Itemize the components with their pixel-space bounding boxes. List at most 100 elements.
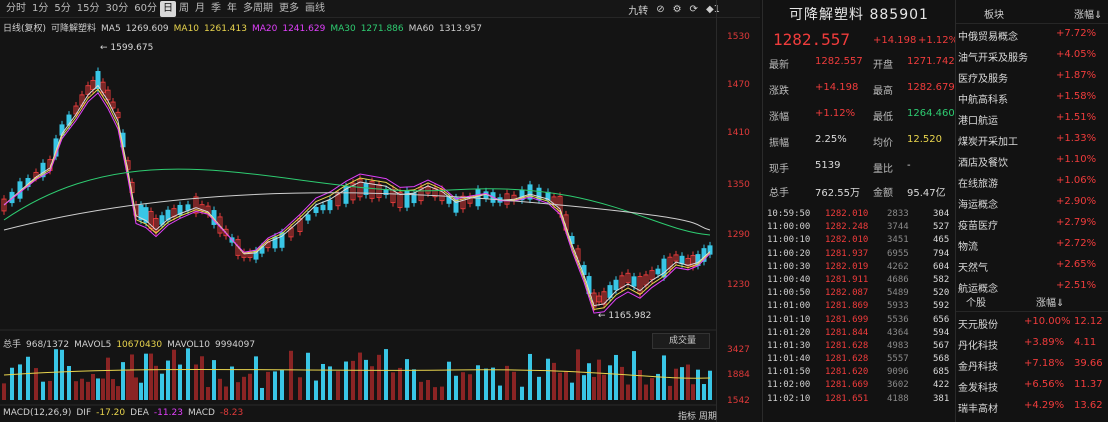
tick-time: 11:01:20 (767, 327, 811, 338)
chart-tool-icon[interactable]: ⊘ (656, 3, 665, 15)
candle (223, 228, 229, 237)
sector-row[interactable]: 物流 +2.72% (956, 234, 1108, 256)
sector-row[interactable]: 医疗及服务 +1.87% (956, 66, 1108, 88)
candle (625, 272, 631, 284)
kline-chart-area[interactable]: 分时 1分 5分 15分 30分 60分日周月季年多周期 更多 画线 九转 ⊘ ⚙ ⟳ ◆1 日线(复… (0, 0, 760, 422)
volume-bar (620, 366, 624, 400)
period-tab[interactable]: 1分 (32, 2, 49, 14)
candle (667, 256, 673, 270)
volume-bar (468, 374, 472, 400)
sector-row[interactable]: 港口航运 +1.51% (956, 108, 1108, 130)
period-tab[interactable]: 5分 (54, 2, 71, 14)
chart-tool-icon[interactable]: ◆1 (705, 3, 720, 15)
candle (305, 214, 311, 221)
sector-row[interactable]: 天然气 +2.65% (956, 255, 1108, 277)
sector-row[interactable]: 疫苗医疗 +2.79% (956, 213, 1108, 235)
sector-header-pct[interactable]: 涨幅⇓ (1074, 10, 1103, 21)
stock-row[interactable]: 金发科技 +6.56% 11.37 (956, 375, 1108, 397)
volume-bar (344, 361, 348, 400)
volume-bar (328, 366, 332, 400)
period-tab[interactable]: 月 (194, 2, 205, 14)
quote-value: 12.520 (907, 134, 942, 145)
sector-header-name: 板块 (984, 10, 1004, 21)
sector-row[interactable]: 在线旅游 +1.06% (956, 171, 1108, 193)
stock-header-pct[interactable]: 涨幅⇓ (1036, 298, 1065, 309)
volume-bar (2, 383, 6, 400)
candle (631, 276, 637, 287)
sector-row[interactable]: 中航高科系 +1.58% (956, 87, 1108, 109)
volume-bar (592, 376, 596, 400)
volume-bar (668, 385, 672, 400)
period-tab[interactable]: 日 (159, 0, 176, 17)
volume-bar (476, 365, 480, 400)
sector-row[interactable]: 中俄贸易概念 +7.72% (956, 24, 1108, 46)
candle (95, 71, 101, 89)
tick-volume: 5557 (887, 354, 909, 365)
period-tab[interactable]: 更多 (278, 2, 299, 14)
chart-tool-icon[interactable]: 九转 (628, 5, 649, 17)
stock-row[interactable]: 天元股份 +10.00% 12.12 (956, 312, 1108, 334)
tick-row: 11:01:50 1281.620 9096 685 (767, 367, 955, 380)
tick-price: 1281.937 (825, 248, 869, 259)
legend-item: MACD (187, 408, 215, 418)
stock-row[interactable]: 丹化科技 +3.89% 4.11 (956, 333, 1108, 355)
sector-row[interactable]: 海运概念 +2.90% (956, 192, 1108, 214)
quote-row: 总手 762.55万 金额 95.47亿 (769, 184, 955, 206)
ma30-line (3, 168, 711, 236)
volume-bar (461, 372, 465, 400)
tick-count: 381 (933, 393, 950, 404)
period-tab[interactable]: 周 (178, 2, 189, 14)
period-tab[interactable]: 年 (226, 2, 237, 14)
volume-indicator-select[interactable]: 成交量 (652, 333, 710, 349)
period-tab[interactable]: 分时 (6, 2, 26, 14)
volume-bar (111, 379, 115, 400)
stock-name: 天元股份 (958, 320, 998, 331)
price-tick: 1530 (727, 32, 750, 42)
tick-row: 10:59:50 1282.010 2833 304 (767, 209, 955, 222)
stock-name: 金丹科技 (958, 362, 998, 373)
period-tab[interactable]: 多周期 (242, 2, 273, 14)
period-tab[interactable]: 季 (210, 2, 221, 14)
chart-tool-icon[interactable]: ⟳ (689, 3, 698, 15)
quote-value: 1264.460 (907, 108, 955, 119)
candle (679, 255, 685, 265)
sector-row[interactable]: 航运概念 +2.51% (956, 276, 1108, 298)
candle (115, 111, 121, 119)
stock-row[interactable]: 瑞丰高材 +4.29% 13.62 (956, 396, 1108, 418)
quote-row: 最新 1282.557 开盘 1271.742 (769, 56, 955, 78)
legend-item: MA20 (251, 24, 278, 34)
stock-price: 39.66 (1074, 358, 1103, 369)
tick-list[interactable]: 10:59:50 1282.010 2833 304 11:00:00 1282.248 3… (767, 209, 955, 407)
period-tab[interactable]: 30分 (105, 2, 129, 14)
tick-time: 11:00:50 (767, 288, 811, 299)
tick-row: 11:00:50 1282.087 5489 520 (767, 288, 955, 301)
volume-bar (34, 368, 38, 400)
legend-item: 1313.957 (439, 24, 482, 34)
sector-row[interactable]: 煤炭开采加工 +1.33% (956, 129, 1108, 151)
period-tab[interactable]: 画线 (304, 2, 325, 14)
ma-legend: 日线(复权) 可降解塑料 MA5 1269.609 MA10 1261.413 MA20 12… (3, 21, 487, 34)
indicator-links[interactable]: 指标 周期 (678, 412, 717, 422)
candle (143, 207, 149, 223)
volume-bar (498, 385, 502, 400)
candle (297, 218, 303, 232)
sector-panel: 板块 涨幅⇓ 中俄贸易概念 +7.72% 油气开采及服务 +4.05% 医疗及服务 +1.… (955, 0, 1108, 422)
volume-bar (144, 353, 148, 400)
volume-bar (364, 359, 368, 400)
sector-row[interactable]: 酒店及餐饮 +1.10% (956, 150, 1108, 172)
period-tab[interactable]: 60分 (134, 2, 157, 14)
tick-row: 11:00:10 1282.010 3451 465 (767, 235, 955, 248)
volume-bar (236, 382, 240, 400)
chart-tool-icon[interactable]: ⚙ (672, 3, 682, 15)
candle (649, 270, 655, 280)
quote-value: - (907, 160, 911, 171)
legend-item: DIF (76, 408, 92, 418)
stock-row[interactable]: 金丹科技 +7.18% 39.66 (956, 354, 1108, 376)
kline-svg[interactable]: ← 1599.675 ← 1165.982 (0, 0, 716, 422)
sector-row[interactable]: 油气开采及服务 +4.05% (956, 45, 1108, 67)
tick-time: 11:00:00 (767, 222, 811, 233)
volume-bar (74, 381, 78, 400)
sector-name: 在线旅游 (958, 179, 998, 190)
period-tab[interactable]: 15分 (76, 2, 100, 14)
legend-item: 1271.886 (360, 24, 404, 34)
